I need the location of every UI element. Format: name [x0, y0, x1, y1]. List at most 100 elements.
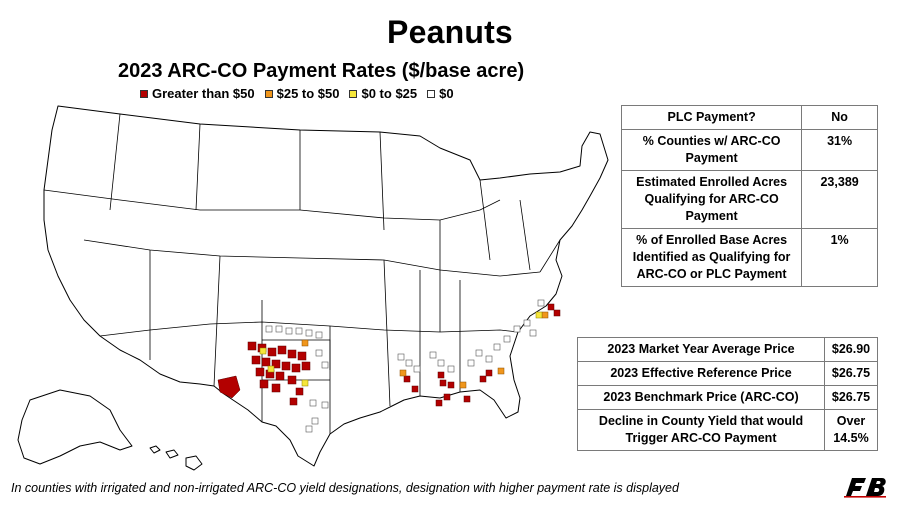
county-marker — [261, 357, 271, 367]
county-marker — [437, 359, 445, 367]
table-row: Estimated Enrolled Acres Qualifying for … — [620, 170, 878, 229]
county-marker — [503, 335, 511, 343]
county-marker — [247, 341, 257, 351]
legend-swatch — [349, 89, 358, 98]
table-cell-answer: 23,389 — [801, 170, 878, 229]
legend-item-0-to-25: $0 to $25 — [349, 86, 417, 101]
county-marker — [309, 399, 317, 407]
table-cell-question: 2023 Effective Reference Price — [576, 361, 826, 386]
table-cell-question: 2023 Benchmark Price (ARC-CO) — [576, 385, 826, 410]
county-marker — [301, 379, 309, 387]
table-cell-answer: $26.75 — [824, 385, 878, 410]
county-marker — [305, 425, 313, 433]
county-marker — [281, 361, 291, 371]
legend-label: $0 to $25 — [361, 86, 418, 101]
table-cell-question: 2023 Market Year Average Price — [576, 337, 826, 362]
county-marker — [321, 361, 329, 369]
county-marker — [301, 361, 311, 371]
county-marker — [315, 349, 323, 357]
county-marker — [429, 351, 437, 359]
map-legend: Greater than $50 $25 to $50 $0 to $25 $0 — [140, 86, 454, 101]
table-row: 2023 Effective Reference Price $26.75 — [576, 361, 878, 386]
table-cell-question: Decline in County Yield that would Trigg… — [576, 409, 826, 451]
county-marker — [447, 381, 455, 389]
county-marker — [485, 369, 493, 377]
county-marker — [399, 369, 407, 377]
map-subtitle: 2023 ARC-CO Payment Rates ($/base acre) — [118, 60, 525, 82]
table-row: % Counties w/ ARC-CO Payment 31% — [620, 129, 878, 171]
county-marker — [217, 375, 241, 399]
table-row: 2023 Market Year Average Price $26.90 — [576, 337, 878, 362]
county-marker — [463, 395, 471, 403]
legend-swatch — [140, 89, 148, 98]
county-marker — [271, 383, 281, 393]
county-marker — [267, 347, 277, 357]
county-marker — [443, 393, 451, 401]
county-marker — [271, 359, 281, 369]
county-marker — [535, 311, 543, 319]
table-row: 2023 Benchmark Price (ARC-CO) $26.75 — [576, 385, 878, 410]
table-cell-answer: 1% — [801, 228, 878, 287]
table-cell-question: % of Enrolled Base Acres Identified as Q… — [620, 228, 803, 287]
county-marker — [529, 329, 537, 337]
county-marker — [265, 325, 273, 333]
county-marker — [541, 311, 549, 319]
price-summary-table: 2023 Market Year Average Price $26.90 20… — [576, 337, 878, 451]
legend-swatch — [427, 89, 436, 98]
county-marker — [437, 371, 445, 379]
county-marker — [255, 367, 265, 377]
legend-item-greater-50: Greater than $50 — [140, 86, 255, 101]
alaska-outline — [17, 389, 133, 465]
legend-label: $25 to $50 — [276, 86, 340, 101]
county-marker — [459, 381, 467, 389]
county-marker — [475, 349, 483, 357]
page-title: Peanuts — [387, 14, 513, 50]
legend-swatch — [264, 89, 273, 98]
county-marker — [259, 347, 267, 355]
county-marker — [485, 355, 493, 363]
county-marker — [295, 327, 303, 335]
county-marker — [413, 365, 421, 373]
county-marker — [497, 367, 505, 375]
plc-summary-table: PLC Payment? No % Counties w/ ARC-CO Pay… — [620, 105, 878, 287]
hawaii-outline — [149, 445, 203, 471]
county-marker — [267, 365, 275, 373]
county-marker — [435, 399, 443, 407]
county-marker — [467, 359, 475, 367]
table-cell-answer: $26.75 — [824, 361, 878, 386]
table-cell-answer: $26.90 — [824, 337, 878, 362]
county-marker — [479, 375, 487, 383]
county-marker — [275, 371, 285, 381]
county-marker — [289, 397, 298, 406]
county-marker — [513, 325, 521, 333]
us-county-map — [17, 105, 609, 471]
county-marker — [411, 385, 419, 393]
county-marker — [321, 401, 329, 409]
legend-label: $0 — [439, 86, 454, 101]
legend-label: Greater than $50 — [152, 86, 255, 101]
county-marker — [297, 351, 307, 361]
county-marker — [291, 363, 301, 373]
county-marker — [439, 379, 447, 387]
county-marker — [547, 303, 555, 311]
farm-bureau-logo — [844, 478, 886, 498]
table-row: Decline in County Yield that would Trigg… — [576, 409, 878, 451]
county-marker — [285, 327, 293, 335]
table-row: PLC Payment? No — [620, 105, 878, 130]
county-marker — [537, 299, 545, 307]
county-marker — [397, 353, 405, 361]
county-marker — [295, 387, 304, 396]
county-marker — [287, 349, 297, 359]
table-row: % of Enrolled Base Acres Identified as Q… — [620, 228, 878, 287]
legend-item-0: $0 — [427, 86, 454, 101]
county-marker — [315, 331, 323, 339]
table-cell-question: Estimated Enrolled Acres Qualifying for … — [620, 170, 803, 229]
county-marker — [405, 359, 413, 367]
county-marker — [275, 325, 283, 333]
table-cell-question: % Counties w/ ARC-CO Payment — [620, 129, 803, 171]
legend-item-25-to-50: $25 to $50 — [264, 86, 340, 101]
table-cell-question: PLC Payment? — [620, 105, 803, 130]
table-cell-answer: Over 14.5% — [824, 409, 878, 451]
county-marker — [311, 417, 319, 425]
county-marker — [277, 345, 287, 355]
